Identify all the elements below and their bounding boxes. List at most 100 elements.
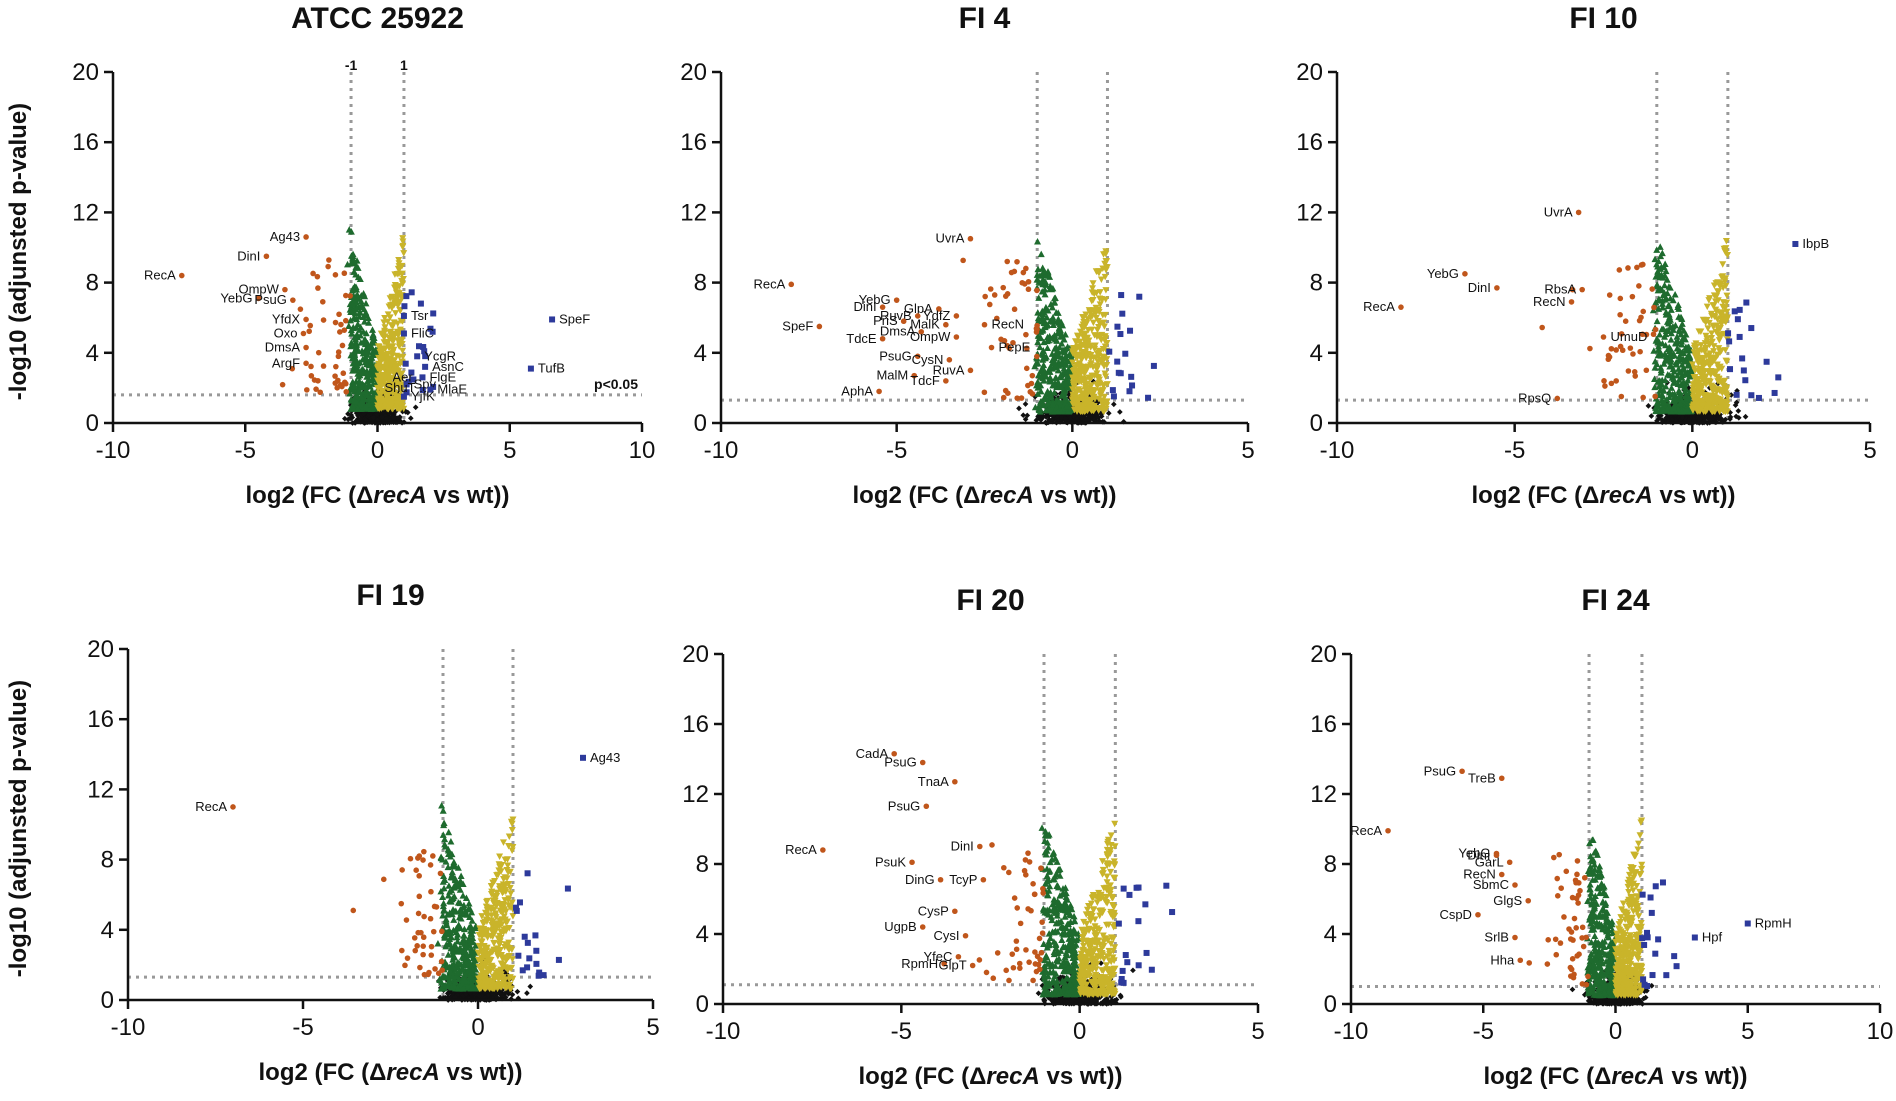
gene-point (1569, 299, 1575, 305)
down-strong-point (421, 849, 427, 855)
down-strong-point (1607, 354, 1613, 360)
panel-title: FI 4 (959, 2, 1011, 35)
down-strong-point (315, 285, 321, 291)
down-strong-point (1024, 366, 1030, 372)
down-strong-point (332, 380, 338, 386)
gene-point (876, 389, 882, 395)
y-tick-label: 16 (72, 129, 99, 156)
down-strong-point (340, 370, 346, 376)
ns-point (515, 989, 521, 995)
up-strong-point (1119, 311, 1125, 317)
gene-label: RecN (1533, 294, 1566, 309)
up-strong-point (1756, 395, 1762, 401)
gene-point (580, 755, 586, 761)
down-strong-point (1023, 266, 1029, 272)
down-strong-point (988, 286, 994, 292)
up-strong-point (1136, 294, 1142, 300)
down-strong-point (1644, 367, 1650, 373)
down-strong-point (381, 877, 387, 883)
up-strong-point (1748, 325, 1754, 331)
up-strong-point (1118, 292, 1124, 298)
down-strong-point (342, 270, 348, 276)
down-strong-point (417, 965, 423, 971)
down-strong-point (422, 972, 428, 978)
gene-label: DinI (1468, 280, 1491, 295)
up-point (509, 827, 516, 834)
down-strong-point (1618, 344, 1624, 350)
gene-label: RecA (1363, 299, 1395, 314)
down-strong-point (438, 871, 444, 877)
down-strong-point (402, 963, 408, 969)
gene-point (989, 345, 995, 351)
ns-point (524, 990, 530, 996)
up-strong-point (403, 361, 409, 367)
y-axis-label: -log10 (adjunsted p-value) (5, 680, 32, 977)
gene-label: TufB (538, 361, 565, 376)
down-strong-point (1628, 345, 1634, 351)
down-point (461, 932, 468, 939)
up-point (1723, 359, 1730, 366)
down-strong-point (436, 971, 442, 977)
y-tick-label: 8 (86, 270, 99, 297)
x-tick-label: 10 (629, 437, 656, 464)
gene-point (401, 394, 407, 400)
gene-point (290, 297, 296, 303)
down-strong-point (1012, 306, 1018, 312)
down-strong-point (1012, 269, 1018, 275)
down-strong-point (405, 955, 411, 961)
down-point (345, 322, 352, 329)
down-strong-point (432, 966, 438, 972)
ns-point (1023, 401, 1029, 407)
gene-label: OmpW (910, 329, 951, 344)
down-strong-point (1632, 369, 1638, 375)
ns-point (408, 415, 414, 421)
down-strong-point (350, 908, 356, 914)
up-strong-point (1741, 367, 1747, 373)
up-point (392, 310, 399, 317)
down-point (1654, 281, 1661, 288)
gene-label: Oxo (274, 325, 298, 340)
down-strong-point (336, 354, 342, 360)
down-point (1662, 260, 1669, 267)
threshold-label: -1 (345, 57, 358, 73)
x-tick-label: 5 (1241, 437, 1254, 464)
y-tick-label: 16 (1296, 129, 1323, 156)
x-tick-label: -5 (886, 437, 907, 464)
down-strong-point (1623, 318, 1629, 324)
up-point (1723, 293, 1730, 300)
down-strong-point (439, 929, 445, 935)
down-point (1654, 318, 1661, 325)
gene-point (528, 366, 534, 372)
x-tick-label: -5 (235, 437, 256, 464)
down-strong-point (1640, 309, 1646, 315)
x-axis-label: log2 (FC (ΔrecA vs wt)) (853, 482, 1117, 509)
gene-point (817, 324, 823, 330)
down-point (1038, 251, 1045, 258)
gene-label: IbpB (1802, 236, 1829, 251)
down-strong-point (431, 929, 437, 935)
down-strong-point (960, 258, 966, 264)
down-point (441, 820, 448, 827)
up-strong-point (536, 973, 542, 979)
up-strong-point (1127, 328, 1133, 334)
gene-label: UvrA (1544, 204, 1573, 219)
down-strong-point (1034, 354, 1040, 360)
down-strong-point (1630, 351, 1636, 357)
gene-label: YjfK (411, 389, 435, 404)
gene-label: TdcF (910, 373, 940, 388)
down-strong-point (343, 318, 349, 324)
gene-label: DmsA (265, 340, 301, 355)
gene-point (422, 364, 428, 370)
gene-label: PepE (999, 340, 1031, 355)
up-strong-point (1725, 330, 1731, 336)
x-tick-label: -10 (1320, 437, 1355, 464)
y-tick-label: 16 (680, 129, 707, 156)
down-strong-point (343, 389, 349, 395)
gene-label: AphA (841, 383, 873, 398)
down-strong-point (987, 302, 993, 308)
gene-point (1792, 241, 1798, 247)
up-strong-point (1739, 355, 1745, 361)
